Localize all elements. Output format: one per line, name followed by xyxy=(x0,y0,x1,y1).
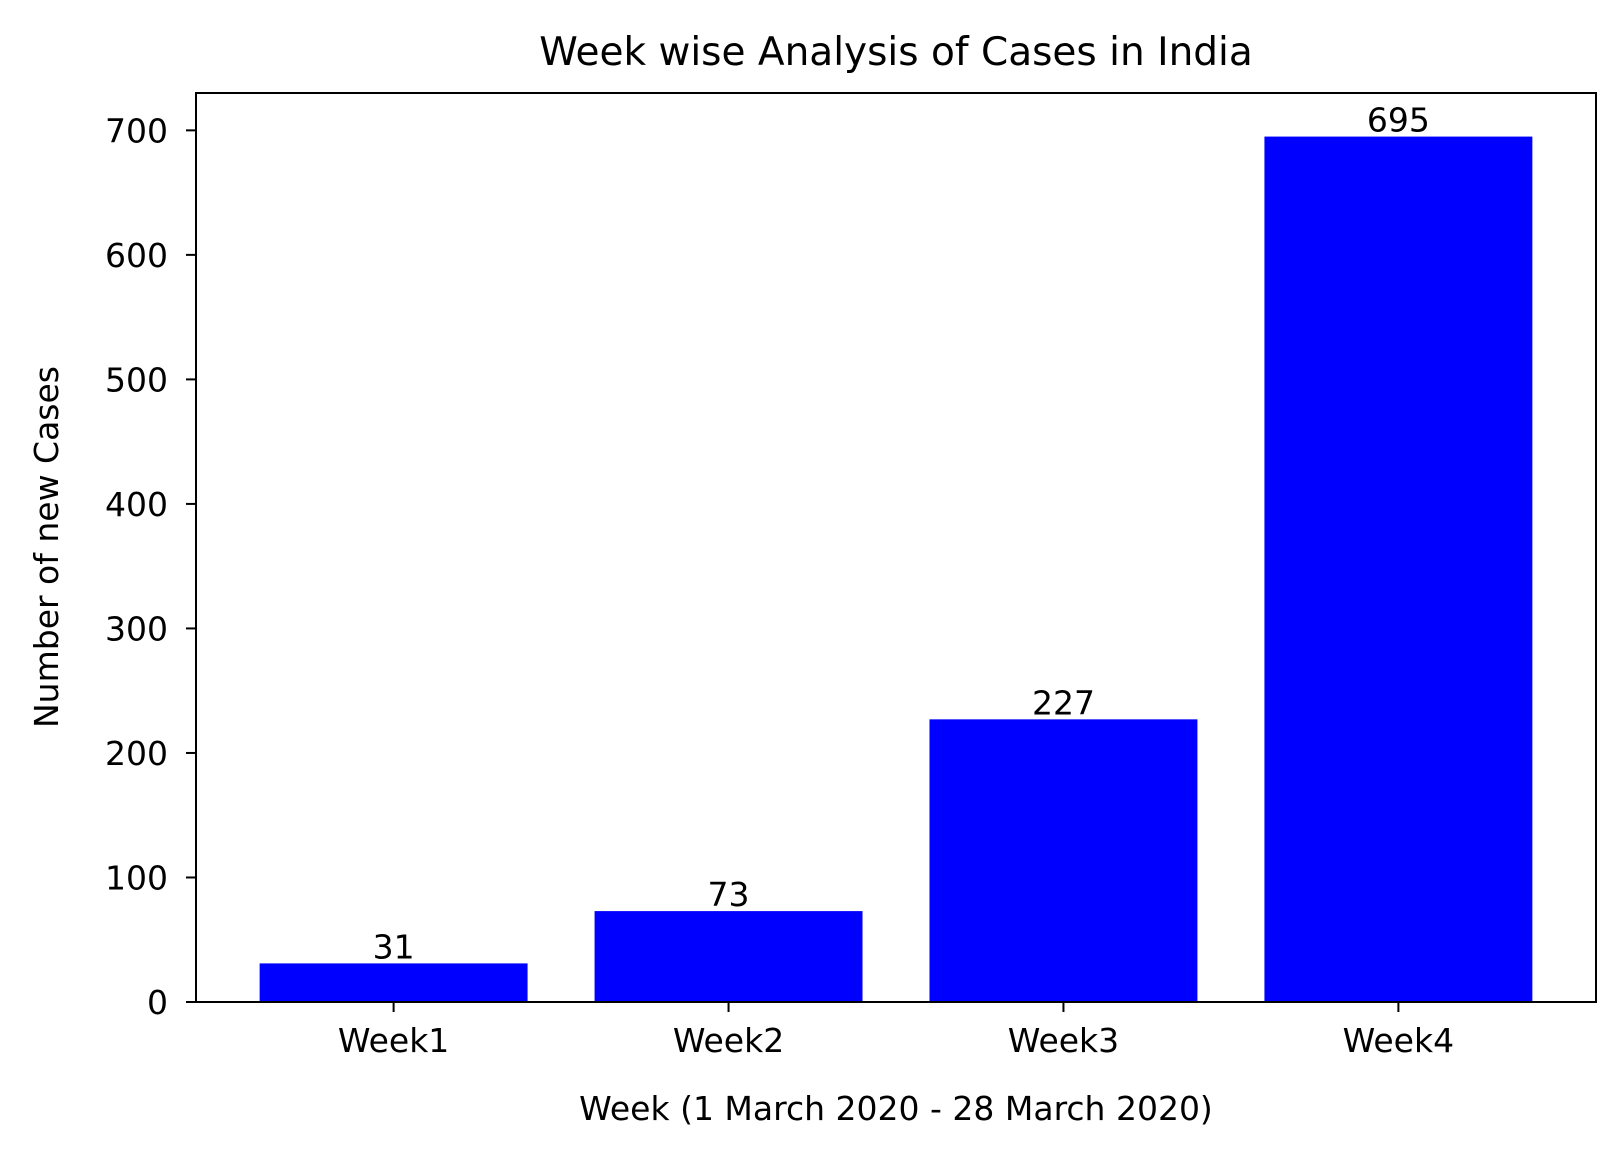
x-tick-label-week3: Week3 xyxy=(1008,1021,1119,1060)
y-tick-label-0: 0 xyxy=(147,983,168,1022)
data-label-week2: 73 xyxy=(708,875,750,914)
x-tick-label-week1: Week1 xyxy=(338,1021,449,1060)
x-axis: Week1 Week2 Week3 Week4 xyxy=(338,1002,1454,1060)
x-axis-label: Week (1 March 2020 - 28 March 2020) xyxy=(579,1089,1213,1128)
y-tick-label-100: 100 xyxy=(105,858,168,897)
y-axis: 0 100 200 300 400 500 600 700 xyxy=(105,111,196,1022)
y-tick-label-700: 700 xyxy=(105,111,168,150)
y-tick-label-300: 300 xyxy=(105,609,168,648)
y-tick-label-600: 600 xyxy=(105,236,168,275)
bar-week2 xyxy=(594,911,863,1002)
data-label-week1: 31 xyxy=(373,927,415,966)
bar-week1 xyxy=(259,963,528,1002)
data-label-week4: 695 xyxy=(1367,101,1430,140)
y-tick-label-500: 500 xyxy=(105,360,168,399)
chart-title: Week wise Analysis of Cases in India xyxy=(539,30,1253,75)
x-tick-label-week2: Week2 xyxy=(673,1021,784,1060)
x-tick-label-week4: Week4 xyxy=(1343,1021,1454,1060)
bar-week3 xyxy=(929,719,1198,1002)
bars-group xyxy=(259,136,1533,1002)
y-tick-label-200: 200 xyxy=(105,734,168,773)
data-labels-group: 31 73 227 695 xyxy=(373,101,1430,967)
plot-frame xyxy=(195,92,1597,1003)
y-tick-label-400: 400 xyxy=(105,485,168,524)
data-label-week3: 227 xyxy=(1032,683,1095,722)
y-axis-label: Number of new Cases xyxy=(27,366,66,728)
bar-week4 xyxy=(1264,136,1533,1002)
